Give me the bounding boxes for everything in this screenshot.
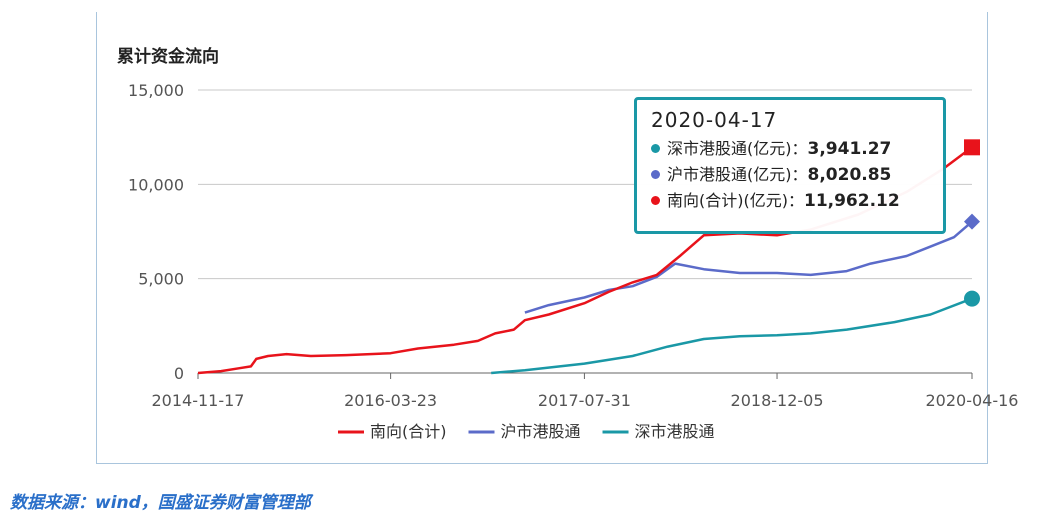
y-tick-label: 0 xyxy=(174,364,184,383)
series-line xyxy=(524,220,973,314)
x-tick-label: 2018-12-05 xyxy=(731,391,824,410)
tooltip-row-total: 南向(合计)(亿元)：11,962.12 xyxy=(651,188,929,214)
y-tick-label: 10,000 xyxy=(128,175,184,194)
legend-label: 深市港股通 xyxy=(635,422,715,441)
y-tick-label: 5,000 xyxy=(138,270,184,289)
legend-label: 南向(合计) xyxy=(370,422,447,441)
x-tick-label: 2020-04-16 xyxy=(926,391,1019,410)
chart-title: 累计资金流向 xyxy=(117,46,219,67)
series-end-marker xyxy=(964,290,980,307)
tooltip-value: 3,941.27 xyxy=(807,139,892,159)
series-dot-icon xyxy=(651,196,660,205)
series-line xyxy=(491,297,973,375)
chart-tooltip: 2020-04-17 深市港股通(亿元)：3,941.27 沪市港股通(亿元)：… xyxy=(634,97,946,234)
tooltip-label: 南向(合计)(亿元)： xyxy=(667,191,804,210)
series-end-marker xyxy=(964,213,980,230)
tooltip-label: 深市港股通(亿元)： xyxy=(667,139,808,158)
data-source-note: 数据来源：wind，国盛证券财富管理部 xyxy=(10,493,311,513)
series-end-marker xyxy=(964,139,980,156)
tooltip-label: 沪市港股通(亿元)： xyxy=(667,165,808,184)
series-dot-icon xyxy=(651,144,660,153)
tooltip-date: 2020-04-17 xyxy=(651,108,778,132)
tooltip-value: 11,962.12 xyxy=(803,191,900,211)
tooltip-row-szse: 深市港股通(亿元)：3,941.27 xyxy=(651,136,929,162)
x-tick-label: 2016-03-23 xyxy=(344,391,437,410)
chart-frame xyxy=(96,12,988,464)
tooltip-value: 8,020.85 xyxy=(807,165,892,185)
series-dot-icon xyxy=(651,170,660,179)
tooltip-row-sse: 沪市港股通(亿元)：8,020.85 xyxy=(651,162,929,188)
chart: 累计资金流向 0 5,000 10,000 15,000 2014-11-17 2016-0… xyxy=(117,46,1019,441)
y-tick-label: 15,000 xyxy=(128,81,184,100)
x-tick-label: 2017-07-31 xyxy=(538,391,631,410)
legend-label: 沪市港股通 xyxy=(501,422,581,441)
series-line xyxy=(197,146,973,375)
x-tick-label: 2014-11-17 xyxy=(152,391,245,410)
